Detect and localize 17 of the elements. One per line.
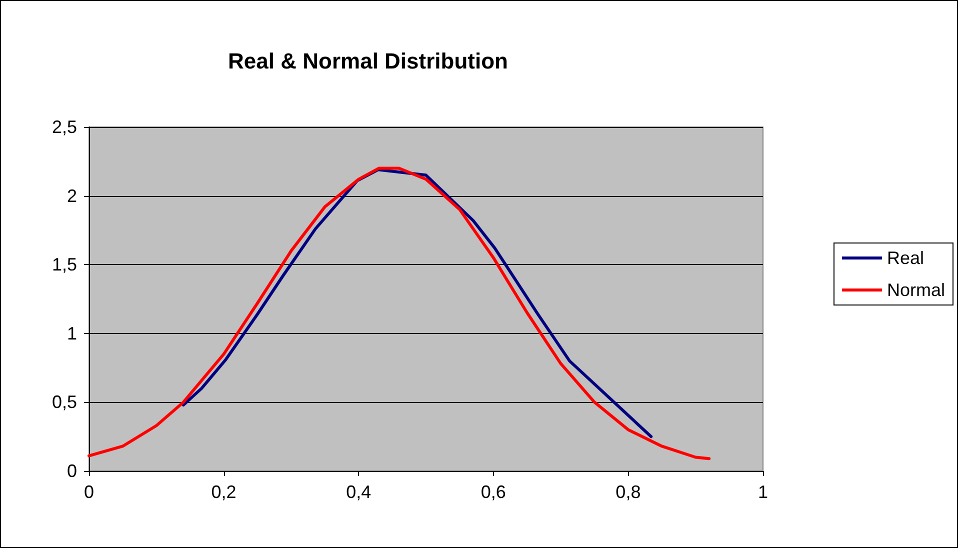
y-tick-label: 2 bbox=[66, 186, 77, 206]
x-tick-label: 0,6 bbox=[480, 482, 506, 502]
line-series bbox=[182, 168, 653, 438]
y-tick-label: 2,5 bbox=[52, 117, 77, 137]
x-tick-label: 0,8 bbox=[616, 482, 641, 502]
x-tick-label: 0 bbox=[84, 482, 94, 502]
legend-label: Real bbox=[886, 248, 924, 268]
chart-title: Real & Normal Distribution bbox=[228, 48, 508, 74]
x-tick-label: 0,2 bbox=[211, 482, 236, 502]
y-tick-label: 1,5 bbox=[52, 254, 77, 275]
legend-label: Normal bbox=[886, 280, 946, 300]
line-series bbox=[88, 166, 711, 460]
x-tick-label: 0,4 bbox=[346, 482, 372, 502]
x-tick-label: 1 bbox=[758, 482, 768, 502]
y-tick-label: 0 bbox=[66, 461, 77, 481]
y-tick-label: 0,5 bbox=[52, 392, 77, 412]
y-tick-label: 1 bbox=[66, 323, 77, 344]
